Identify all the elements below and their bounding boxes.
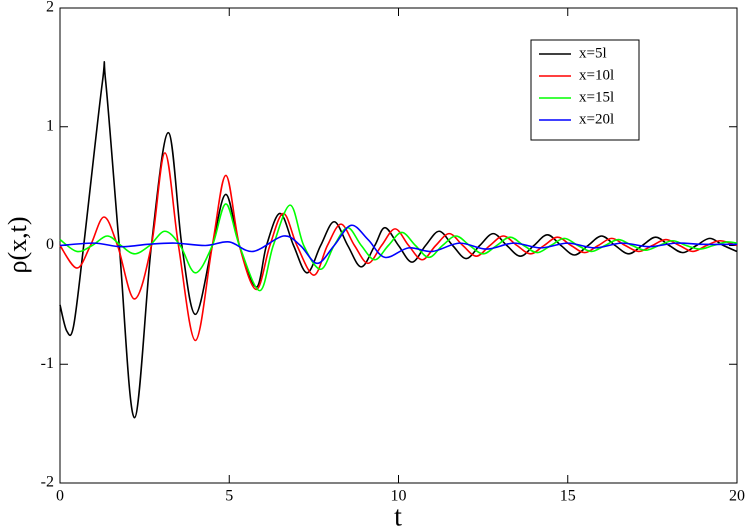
x-tick-label: 20 xyxy=(729,488,745,505)
series-line xyxy=(59,224,738,265)
y-tick-label: 1 xyxy=(46,117,54,134)
y-tick-label: -2 xyxy=(41,474,54,491)
legend-box xyxy=(530,39,640,141)
y-tick-label: 0 xyxy=(46,236,54,253)
y-tick-label: 2 xyxy=(46,0,54,16)
x-tick-label: 5 xyxy=(225,488,233,505)
x-tick-label: 0 xyxy=(56,488,64,505)
x-tick-label: 15 xyxy=(560,488,576,505)
x-axis-label: t xyxy=(394,501,402,531)
legend-label: x=20l xyxy=(579,111,614,127)
y-axis-label: ρ(x,t) xyxy=(3,216,32,273)
legend-label: x=15l xyxy=(579,89,614,105)
legend-label: x=5l xyxy=(579,45,607,61)
y-tick-label: -1 xyxy=(41,355,54,372)
series-line xyxy=(59,203,738,292)
series-line xyxy=(59,61,738,419)
legend-label: x=10l xyxy=(579,67,614,83)
x-tick-label: 10 xyxy=(391,488,407,505)
